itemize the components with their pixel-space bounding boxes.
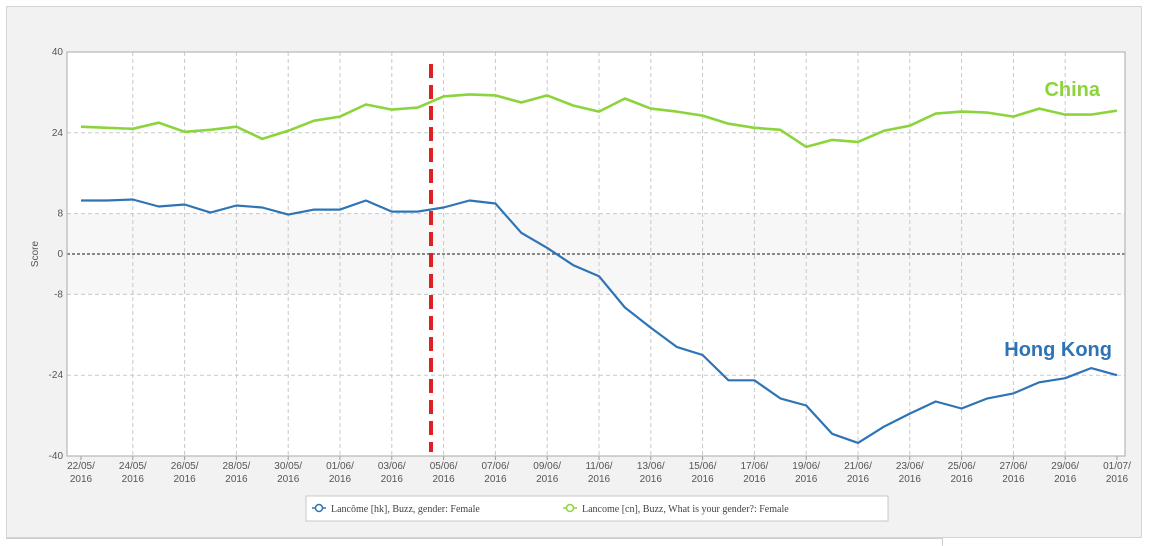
legend: Lancôme [hk], Buzz, gender: Female Lanco… — [305, 495, 889, 522]
bottom-panel-edge — [6, 538, 943, 546]
y-tick-label: -24 — [49, 370, 64, 381]
x-tick-label-year: 2016 — [795, 474, 818, 485]
x-tick-label: 01/06/ — [326, 461, 354, 472]
legend-box — [305, 495, 889, 522]
plot-border — [66, 51, 1126, 457]
y-axis: 40 24 8 0 -8 -24 -40 — [49, 47, 64, 462]
x-tick-label: 13/06/ — [637, 461, 665, 472]
x-tick-label: 03/06/ — [378, 461, 406, 472]
x-tick-label-year: 2016 — [899, 474, 922, 485]
y-tick-label: -8 — [54, 289, 63, 300]
plot-band-middle — [67, 214, 1125, 294]
china-series-line[interactable] — [80, 93, 1118, 149]
x-tick-label-year: 2016 — [432, 474, 455, 485]
x-tick-label: 24/05/ — [119, 461, 147, 472]
grid-lines — [67, 52, 1125, 456]
x-tick-label: 01/07/ — [1103, 461, 1131, 472]
x-tick-label-year: 2016 — [1054, 474, 1077, 485]
x-tick-label: 11/06/ — [585, 461, 612, 472]
y-axis-label: Score — [30, 241, 41, 268]
x-tick-label: 05/06/ — [430, 461, 458, 472]
x-tick-label: 26/05/ — [171, 461, 199, 472]
x-tick-label-year: 2016 — [640, 474, 663, 485]
x-tick-label-year: 2016 — [847, 474, 870, 485]
x-tick-label: 30/05/ — [274, 461, 302, 472]
x-tick-label: 25/06/ — [948, 461, 976, 472]
x-tick-label: 29/06/ — [1051, 461, 1079, 472]
x-tick-label: 27/06/ — [999, 461, 1027, 472]
x-tick-label: 21/06/ — [844, 461, 872, 472]
x-tick-label-year: 2016 — [70, 474, 93, 485]
x-tick-label-year: 2016 — [484, 474, 507, 485]
legend-hk-text: Lancôme [hk], Buzz, gender: Female — [331, 504, 480, 515]
x-tick-label: 15/06/ — [689, 461, 717, 472]
hong-kong-series-label: Hong Kong — [1004, 339, 1112, 361]
y-tick-label: 40 — [52, 47, 64, 58]
x-tick-label-year: 2016 — [536, 474, 559, 485]
x-tick-label-year: 2016 — [691, 474, 714, 485]
x-tick-label-year: 2016 — [122, 474, 145, 485]
x-tick-label-year: 2016 — [1106, 474, 1129, 485]
series-lines — [80, 93, 1118, 444]
legend-china-marker-icon — [565, 503, 575, 513]
x-tick-label: 17/06/ — [740, 461, 768, 472]
x-tick-label: 19/06/ — [792, 461, 820, 472]
x-tick-label-year: 2016 — [1002, 474, 1025, 485]
x-tick-label-year: 2016 — [277, 474, 300, 485]
x-tick-label: 28/05/ — [222, 461, 250, 472]
legend-item-china[interactable]: Lancome [cn], Buzz, What is your gender?… — [563, 503, 789, 515]
x-tick-label: 23/06/ — [896, 461, 924, 472]
x-tick-label-year: 2016 — [225, 474, 248, 485]
china-series-label: China — [1044, 79, 1100, 101]
legend-china-text: Lancome [cn], Buzz, What is your gender?… — [582, 504, 789, 515]
x-tick-label-year: 2016 — [743, 474, 766, 485]
x-tick-label: 22/05/ — [67, 461, 95, 472]
plot-band-upper — [67, 52, 1125, 133]
x-tick-label-year: 2016 — [381, 474, 404, 485]
x-axis: 22/05/2016 24/05/2016 26/05/2016 28/05/2016… — [67, 456, 1131, 485]
legend-item-hong-kong[interactable]: Lancôme [hk], Buzz, gender: Female — [312, 503, 480, 515]
x-tick-label-year: 2016 — [950, 474, 973, 485]
x-tick-label-year: 2016 — [173, 474, 196, 485]
y-tick-label: 0 — [57, 249, 63, 260]
x-tick-label-year: 2016 — [329, 474, 352, 485]
x-tick-label-year: 2016 — [588, 474, 611, 485]
y-tick-label: 24 — [52, 128, 64, 139]
y-tick-label: -40 — [49, 451, 64, 462]
legend-hk-marker-icon — [314, 503, 324, 513]
y-tick-label: 8 — [57, 209, 63, 220]
x-tick-label: 07/06/ — [481, 461, 509, 472]
x-tick-label: 09/06/ — [533, 461, 561, 472]
hong-kong-series-line[interactable] — [81, 198, 1118, 444]
